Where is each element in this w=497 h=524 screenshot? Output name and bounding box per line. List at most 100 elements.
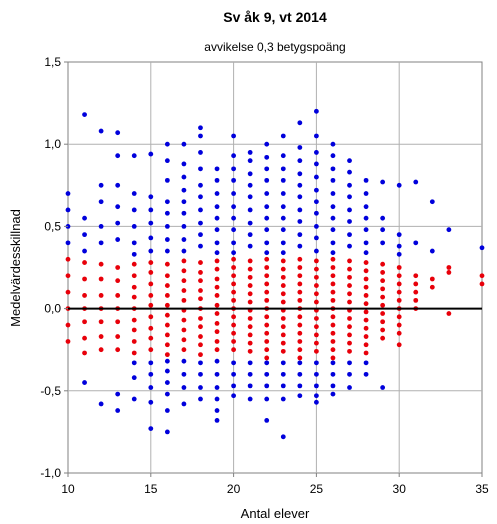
data-point (214, 227, 220, 233)
data-point (198, 296, 203, 302)
data-point (363, 309, 369, 315)
data-point (314, 108, 319, 114)
data-point (214, 358, 220, 364)
data-point (131, 284, 137, 290)
data-point (297, 145, 303, 150)
data-point (198, 150, 203, 155)
data-point (297, 158, 303, 164)
data-point (264, 289, 270, 295)
data-point (214, 347, 220, 353)
data-point (131, 396, 137, 402)
data-point (181, 337, 187, 343)
data-point (413, 297, 419, 303)
data-point (380, 270, 386, 275)
data-point (314, 224, 319, 229)
data-point (280, 250, 286, 256)
data-point (214, 215, 220, 221)
data-point (264, 371, 270, 377)
data-point (164, 248, 170, 254)
data-point (115, 391, 121, 397)
data-point (314, 299, 319, 305)
data-point (231, 256, 237, 262)
data-point (247, 324, 253, 330)
data-point (264, 396, 270, 402)
data-point (264, 322, 270, 328)
data-point (198, 270, 203, 275)
data-point (314, 399, 319, 405)
data-point (214, 166, 220, 172)
data-point (264, 347, 270, 353)
data-point (231, 393, 237, 399)
y-tick-label: -0,5 (40, 384, 61, 398)
data-point (164, 380, 170, 385)
data-point (330, 355, 336, 361)
data-point (314, 291, 319, 297)
data-point (280, 299, 286, 305)
data-point (297, 273, 303, 279)
data-point (131, 327, 137, 333)
grid (67, 61, 483, 474)
data-point (181, 401, 187, 407)
data-point (330, 360, 336, 366)
data-point (380, 335, 386, 341)
data-point (131, 375, 137, 381)
data-point (65, 322, 71, 328)
data-point (247, 220, 253, 226)
data-point (264, 166, 270, 172)
data-point (446, 311, 452, 316)
data-point (214, 258, 220, 264)
data-point (330, 339, 336, 344)
data-point (297, 256, 303, 262)
data-point (330, 322, 336, 328)
data-point (231, 322, 237, 328)
data-point (380, 261, 386, 267)
data-point (280, 340, 286, 346)
data-point (115, 220, 121, 226)
data-point (148, 207, 154, 213)
data-point (314, 210, 319, 216)
data-point (297, 120, 303, 126)
data-point (347, 274, 352, 280)
data-point (413, 281, 419, 287)
data-point (330, 240, 336, 246)
data-point (198, 125, 203, 131)
data-point (115, 408, 121, 413)
data-point (198, 207, 203, 213)
data-point (198, 385, 203, 390)
data-point (380, 319, 386, 325)
data-point (98, 240, 104, 246)
data-point (363, 240, 369, 246)
data-point (247, 348, 253, 354)
data-point (164, 224, 170, 229)
data-point (363, 317, 369, 323)
data-point (231, 339, 237, 344)
data-point (214, 266, 220, 272)
data-point (330, 391, 336, 397)
data-point (164, 199, 170, 205)
data-point (198, 324, 203, 330)
data-point (131, 317, 137, 323)
data-point (115, 319, 121, 325)
data-point (247, 266, 253, 272)
data-point (214, 250, 220, 256)
data-point (214, 204, 220, 210)
data-point (148, 385, 154, 390)
data-point (231, 240, 237, 246)
data-point (280, 396, 286, 402)
data-point (214, 302, 220, 308)
data-point (479, 281, 485, 287)
chart-subtitle: avvikelse 0,3 betygspoäng (204, 40, 345, 54)
data-point (247, 182, 253, 188)
y-tick-label: 1,5 (44, 55, 61, 69)
data-point (231, 281, 237, 287)
data-point (98, 276, 104, 282)
data-point (314, 283, 319, 288)
data-point (65, 273, 71, 279)
data-point (347, 385, 352, 390)
data-point (330, 256, 336, 262)
data-point (181, 288, 187, 293)
data-point (280, 204, 286, 210)
data-point (347, 258, 352, 264)
data-point (181, 224, 187, 229)
data-point (314, 235, 319, 241)
